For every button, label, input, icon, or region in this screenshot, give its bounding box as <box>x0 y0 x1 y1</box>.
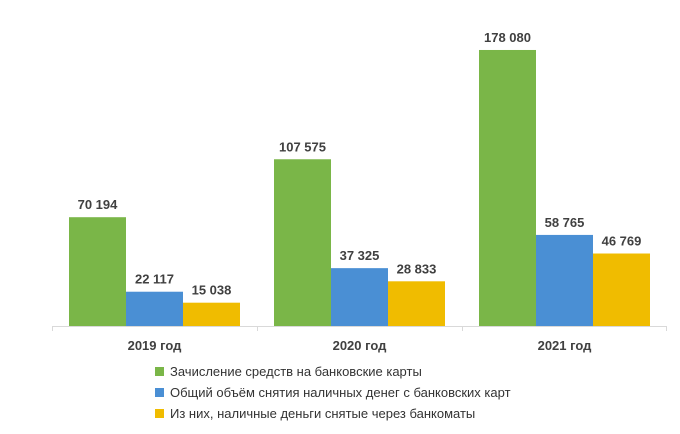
x-axis: 2019 год 2020 год 2021 год <box>52 326 667 353</box>
data-label-atm-withdrawals-2021: 46 769 <box>602 234 642 249</box>
bar-cash-withdrawals-2020 <box>331 268 388 326</box>
data-label-card-deposits-2021: 178 080 <box>484 30 531 45</box>
legend-item-card-deposits: Зачисление средств на банковские карты <box>155 361 625 382</box>
bar-card-deposits-2019 <box>69 217 126 326</box>
value-labels-group: 70 194 22 117 15 038 107 575 37 325 28 833 178… <box>78 30 642 298</box>
data-label-card-deposits-2019: 70 194 <box>78 197 119 212</box>
bar-atm-withdrawals-2019 <box>183 302 240 326</box>
bars-group <box>69 49 650 326</box>
data-label-cash-withdrawals-2020: 37 325 <box>340 248 380 263</box>
bar-atm-withdrawals-2020 <box>388 281 445 326</box>
bar-cash-withdrawals-2021 <box>536 234 593 326</box>
x-tick-label-2021: 2021 год <box>538 338 593 353</box>
data-label-atm-withdrawals-2020: 28 833 <box>397 261 437 276</box>
legend-item-atm-withdrawals: Из них, наличные деньги снятые через бан… <box>155 403 625 424</box>
legend: Зачисление средств на банковские карты О… <box>155 361 625 424</box>
bar-atm-withdrawals-2021 <box>593 253 650 326</box>
legend-swatch-cash-withdrawals <box>155 388 164 397</box>
legend-item-cash-withdrawals: Общий объём снятия наличных денег с банк… <box>155 382 625 403</box>
legend-label-card-deposits: Зачисление средств на банковские карты <box>170 364 422 379</box>
legend-swatch-card-deposits <box>155 367 164 376</box>
x-tick-label-2019: 2019 год <box>128 338 183 353</box>
legend-label-cash-withdrawals: Общий объём снятия наличных денег с банк… <box>170 385 511 400</box>
data-label-cash-withdrawals-2021: 58 765 <box>545 215 585 230</box>
legend-swatch-atm-withdrawals <box>155 409 164 418</box>
legend-label-atm-withdrawals: Из них, наличные деньги снятые через бан… <box>170 406 476 421</box>
data-label-card-deposits-2020: 107 575 <box>279 139 326 154</box>
data-label-atm-withdrawals-2019: 15 038 <box>192 283 232 298</box>
bar-card-deposits-2020 <box>274 159 331 326</box>
data-label-cash-withdrawals-2019: 22 117 <box>135 272 174 287</box>
bar-cash-withdrawals-2019 <box>126 291 183 326</box>
bar-card-deposits-2021 <box>479 49 536 326</box>
x-tick-label-2020: 2020 год <box>333 338 388 353</box>
